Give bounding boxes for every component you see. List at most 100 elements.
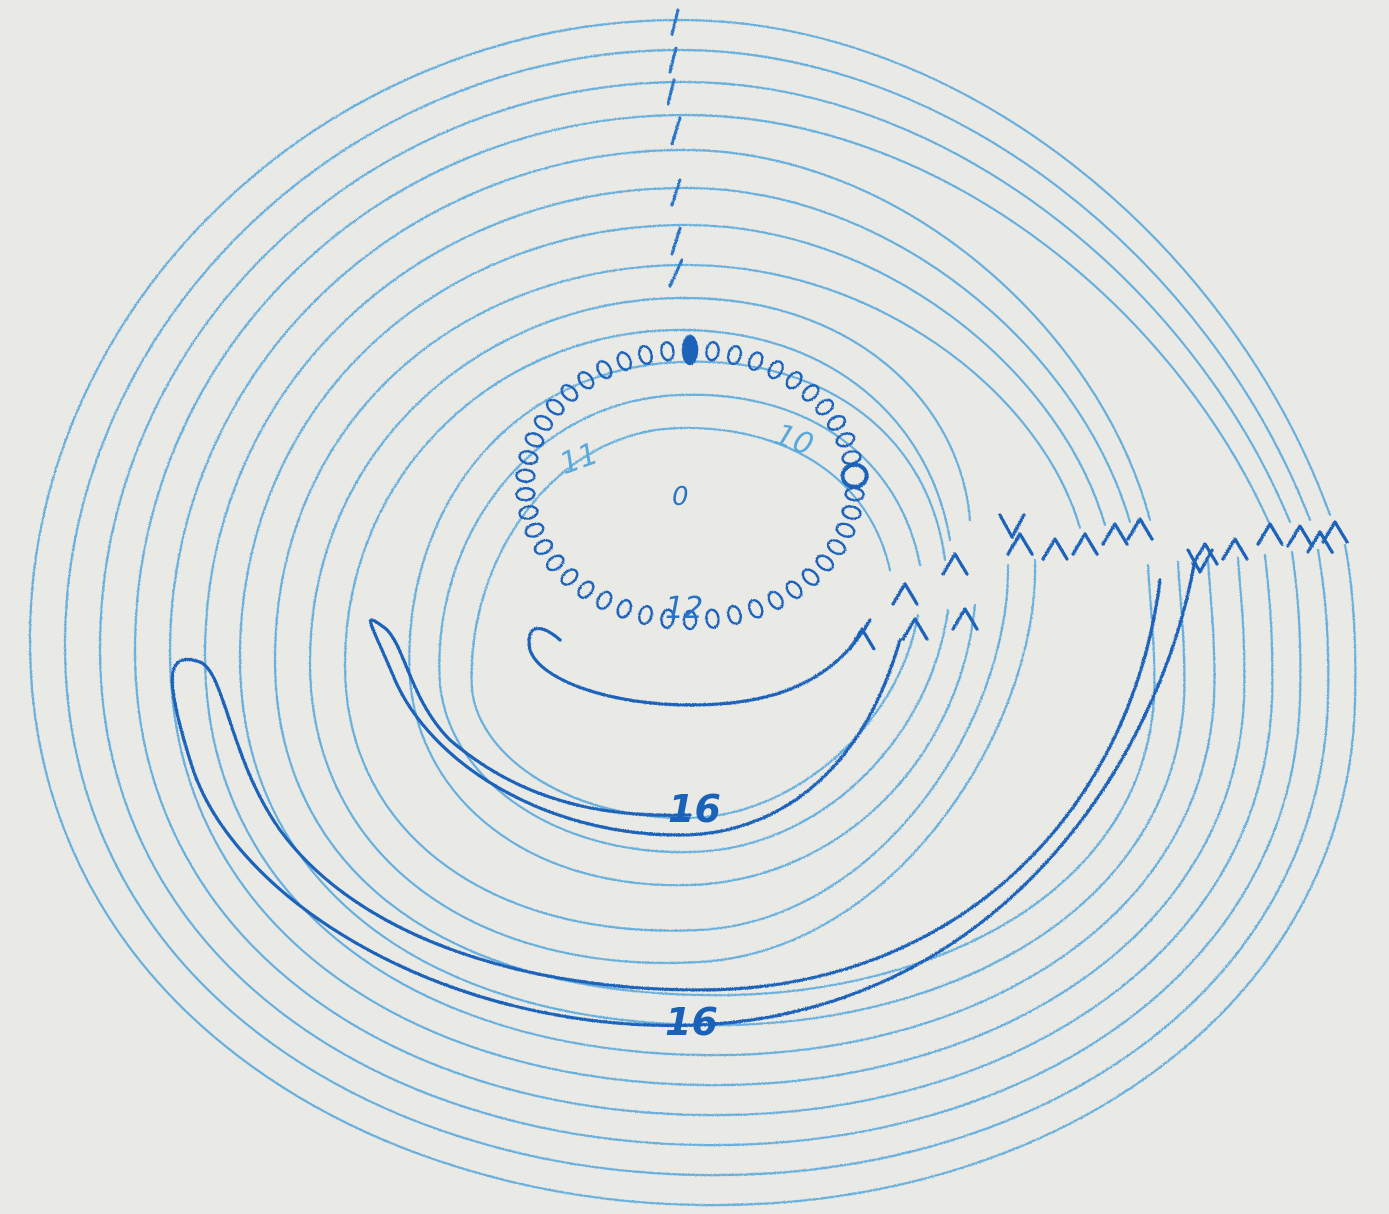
tick-5 <box>670 178 682 207</box>
bead <box>844 486 865 502</box>
bead <box>682 609 698 631</box>
outer-loop-5 <box>168 148 1246 1087</box>
bead <box>727 604 742 626</box>
arrow-head <box>1221 537 1249 561</box>
bead <box>533 414 554 431</box>
bead <box>785 371 803 390</box>
bead <box>560 568 579 586</box>
bead <box>785 580 803 599</box>
arrow-head <box>1256 522 1284 546</box>
bead <box>815 398 835 416</box>
arrow-head-down <box>998 513 1026 539</box>
bead <box>545 554 565 572</box>
left-inner-label: 11 <box>555 436 603 482</box>
bead <box>515 468 536 484</box>
bead <box>801 568 820 586</box>
bead <box>747 351 764 371</box>
right-inner-label: 10 <box>770 417 818 463</box>
bead <box>577 371 595 390</box>
bead <box>616 599 633 619</box>
bead <box>515 486 536 502</box>
outer-loop-6 <box>203 186 1216 1057</box>
center-label: 0 <box>672 482 689 512</box>
tick-1 <box>670 8 680 36</box>
bead <box>841 505 862 520</box>
bead <box>727 344 742 366</box>
arrow-head <box>891 582 919 606</box>
innermost-hairpin <box>527 618 872 707</box>
outer-loop-8 <box>273 263 1156 997</box>
bead <box>705 608 720 629</box>
outer-loop-10 <box>343 328 1010 932</box>
arrow-head-down <box>1186 548 1214 574</box>
arrow-head <box>1306 530 1334 554</box>
arrow-head <box>848 627 876 651</box>
bead <box>596 360 613 380</box>
bead <box>524 432 545 448</box>
arrow-head <box>1321 520 1349 544</box>
bead <box>705 341 720 362</box>
outer-loop-label: 16 <box>665 1000 718 1044</box>
bead <box>826 414 847 431</box>
bead <box>767 360 784 380</box>
arrow-heads <box>848 513 1349 651</box>
tick-4 <box>670 116 682 146</box>
arrow-head <box>951 607 979 631</box>
bead <box>840 462 869 489</box>
arrow-head <box>1286 524 1314 548</box>
bead-ring <box>515 334 869 631</box>
bead <box>545 398 565 416</box>
bead <box>577 580 595 599</box>
mid-hairpin-loop <box>369 618 902 837</box>
bead <box>560 384 579 402</box>
inner-loop-2 <box>438 393 950 854</box>
arrow-head <box>1006 532 1034 556</box>
bead <box>681 334 699 366</box>
bead <box>660 341 675 362</box>
inner-loop-3 <box>470 426 920 820</box>
bead <box>841 450 862 465</box>
arrow-head <box>901 617 929 641</box>
mid-loop-label: 16 <box>668 787 721 831</box>
outer-loop-2 <box>63 48 1330 1177</box>
bead <box>638 604 653 626</box>
inner-loop-1 <box>408 360 977 887</box>
bead <box>826 539 847 556</box>
bead <box>518 505 539 520</box>
arrow-head <box>941 552 969 576</box>
bead <box>638 344 653 366</box>
top-ticks <box>666 8 684 288</box>
bead <box>835 522 856 538</box>
arrow-head <box>1041 537 1069 561</box>
outer-hairpin-loop <box>170 558 1197 1028</box>
bead <box>616 351 633 371</box>
bottom-inner-label: 12 <box>665 591 703 626</box>
bead <box>660 608 675 629</box>
bead <box>596 590 613 610</box>
tick-3 <box>666 78 676 106</box>
dark-loops <box>170 558 1197 1028</box>
bead <box>747 599 764 619</box>
arrow-head <box>1191 542 1219 566</box>
tick-2 <box>668 46 678 74</box>
bead <box>767 590 784 610</box>
outer-loop-1 <box>28 18 1357 1207</box>
tick-6 <box>670 226 682 256</box>
bead <box>533 539 554 556</box>
bead <box>835 432 856 448</box>
inner-loops <box>408 360 977 887</box>
outer-loop-9 <box>308 296 1037 965</box>
arrow-head <box>1126 517 1154 541</box>
bead <box>524 522 545 538</box>
bead <box>518 450 539 465</box>
arrow-head <box>1101 522 1129 546</box>
outer-loop-3 <box>98 80 1302 1147</box>
bead <box>801 384 820 402</box>
arrow-head <box>1071 532 1099 556</box>
outer-loop-4 <box>133 113 1274 1117</box>
outer-loops <box>28 18 1357 1207</box>
tick-7 <box>668 258 684 288</box>
outer-loop-7 <box>238 223 1186 1027</box>
bead <box>815 554 835 572</box>
